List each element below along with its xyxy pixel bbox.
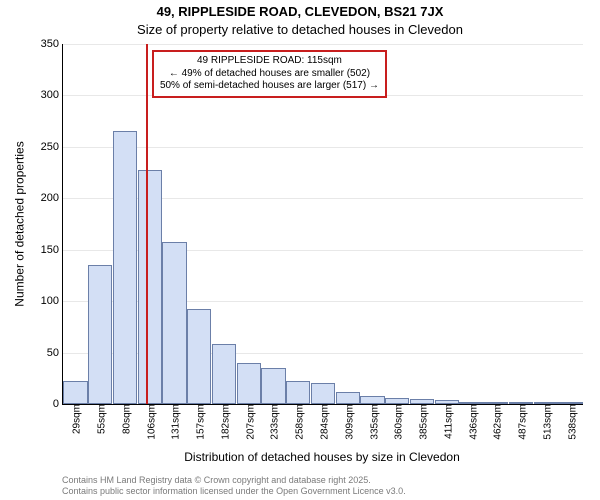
y-tick-label: 150 bbox=[23, 244, 63, 256]
y-tick-label: 250 bbox=[23, 141, 63, 153]
x-tick-label: 55sqm bbox=[93, 404, 108, 434]
histogram-bar bbox=[336, 392, 360, 404]
y-tick-label: 0 bbox=[23, 398, 63, 410]
attribution-line2: Contains public sector information licen… bbox=[62, 486, 582, 497]
x-tick-label: 462sqm bbox=[489, 404, 504, 440]
x-tick-label: 182sqm bbox=[216, 404, 231, 440]
x-tick-label: 411sqm bbox=[439, 404, 454, 439]
attribution-line1: Contains HM Land Registry data © Crown c… bbox=[62, 475, 582, 486]
x-tick-label: 157sqm bbox=[192, 404, 207, 440]
title-main: 49, RIPPLESIDE ROAD, CLEVEDON, BS21 7JX bbox=[0, 4, 600, 19]
histogram-bar bbox=[212, 344, 236, 404]
x-tick-label: 487sqm bbox=[514, 404, 529, 440]
x-tick-label: 131sqm bbox=[167, 404, 182, 440]
marker-line bbox=[146, 44, 148, 404]
x-tick-label: 29sqm bbox=[68, 404, 83, 434]
x-tick-label: 233sqm bbox=[266, 404, 281, 440]
x-tick-label: 258sqm bbox=[291, 404, 306, 440]
x-axis-label: Distribution of detached houses by size … bbox=[62, 450, 582, 464]
x-tick-label: 335sqm bbox=[365, 404, 380, 440]
histogram-bar bbox=[88, 265, 112, 404]
histogram-bar bbox=[360, 396, 384, 404]
y-axis-label-text: Number of detached properties bbox=[13, 141, 27, 306]
callout-line: ← 49% of detached houses are smaller (50… bbox=[160, 68, 379, 81]
histogram-bar bbox=[237, 363, 261, 404]
x-tick-label: 80sqm bbox=[117, 404, 132, 434]
histogram-bar bbox=[113, 131, 137, 404]
gridline bbox=[63, 44, 583, 45]
chart-plot-area: 05010015020025030035029sqm55sqm80sqm106s… bbox=[62, 44, 583, 405]
marker-callout: 49 RIPPLESIDE ROAD: 115sqm← 49% of detac… bbox=[152, 50, 387, 98]
gridline bbox=[63, 147, 583, 148]
x-tick-label: 513sqm bbox=[538, 404, 553, 440]
y-tick-label: 100 bbox=[23, 295, 63, 307]
y-tick-label: 350 bbox=[23, 38, 63, 50]
title-sub: Size of property relative to detached ho… bbox=[0, 22, 600, 37]
attribution: Contains HM Land Registry data © Crown c… bbox=[62, 475, 582, 497]
histogram-bar bbox=[311, 383, 335, 404]
x-tick-label: 360sqm bbox=[390, 404, 405, 440]
histogram-bar bbox=[162, 242, 186, 405]
y-tick-label: 50 bbox=[23, 347, 63, 359]
x-tick-label: 385sqm bbox=[415, 404, 430, 440]
x-tick-label: 538sqm bbox=[563, 404, 578, 440]
histogram-bar bbox=[138, 170, 162, 405]
histogram-bar bbox=[63, 381, 87, 404]
histogram-bar bbox=[261, 368, 285, 404]
x-tick-label: 207sqm bbox=[241, 404, 256, 440]
x-tick-label: 436sqm bbox=[464, 404, 479, 440]
histogram-bar bbox=[286, 381, 310, 404]
y-tick-label: 300 bbox=[23, 89, 63, 101]
callout-line: 49 RIPPLESIDE ROAD: 115sqm bbox=[160, 55, 379, 68]
y-tick-label: 200 bbox=[23, 192, 63, 204]
x-tick-label: 106sqm bbox=[142, 404, 157, 440]
x-tick-label: 309sqm bbox=[340, 404, 355, 440]
callout-line: 50% of semi-detached houses are larger (… bbox=[160, 80, 379, 93]
x-tick-label: 284sqm bbox=[316, 404, 331, 440]
histogram-bar bbox=[187, 309, 211, 404]
